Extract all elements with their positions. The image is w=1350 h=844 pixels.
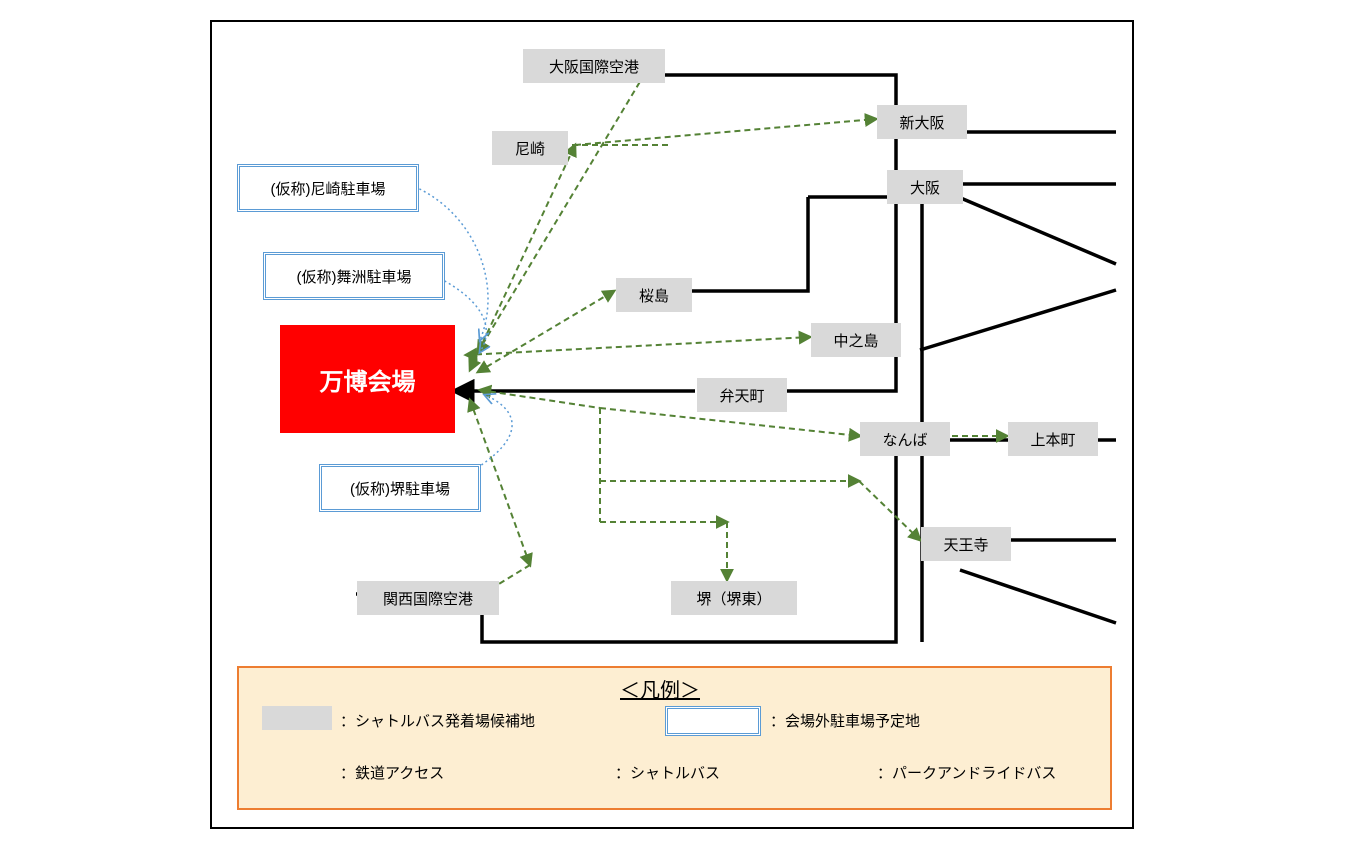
- legend-text: ：パークアンドライドバス: [877, 762, 1056, 783]
- station-osaka-airport: 大阪国際空港: [523, 49, 665, 83]
- legend-text: ：鉄道アクセス: [340, 762, 444, 783]
- station-sakai: 堺（堺東）: [671, 581, 797, 615]
- station-osaka: 大阪: [887, 170, 963, 204]
- diagram-canvas: 万博会場 大阪国際空港新大阪尼崎大阪桜島中之島弁天町なんば 上本町天王寺関西国際空…: [0, 0, 1350, 844]
- legend-text: ：シャトルバス: [615, 762, 720, 783]
- legend-swatch-gray: [262, 706, 332, 730]
- station-nakanoshima: 中之島: [811, 323, 901, 357]
- station-bentencho: 弁天町: [697, 378, 787, 412]
- parking-sakai-p: (仮称)堺駐車場: [319, 464, 481, 512]
- expo-venue: 万博会場: [280, 325, 455, 433]
- legend-title: ＜凡例＞: [620, 674, 700, 703]
- legend-swatch-parking: [665, 706, 761, 736]
- station-tennoji: 天王寺: [921, 527, 1011, 561]
- station-sakurajima: 桜島: [616, 278, 692, 312]
- venue-label: 万博会場: [320, 362, 416, 397]
- station-amagasaki: 尼崎: [492, 131, 568, 165]
- station-kix: 関西国際空港: [357, 581, 499, 615]
- legend-text: ：シャトルバス発着場候補地: [340, 710, 535, 731]
- station-namba: なんば: [860, 422, 950, 456]
- parking-maishima-p: (仮称)舞洲駐車場: [263, 252, 445, 300]
- parking-amagasaki-p: (仮称)尼崎駐車場: [237, 164, 419, 212]
- station-shin-osaka: 新大阪: [877, 105, 967, 139]
- station-uehonmachi: 上本町: [1008, 422, 1098, 456]
- legend-text: ：会場外駐車場予定地: [770, 710, 920, 731]
